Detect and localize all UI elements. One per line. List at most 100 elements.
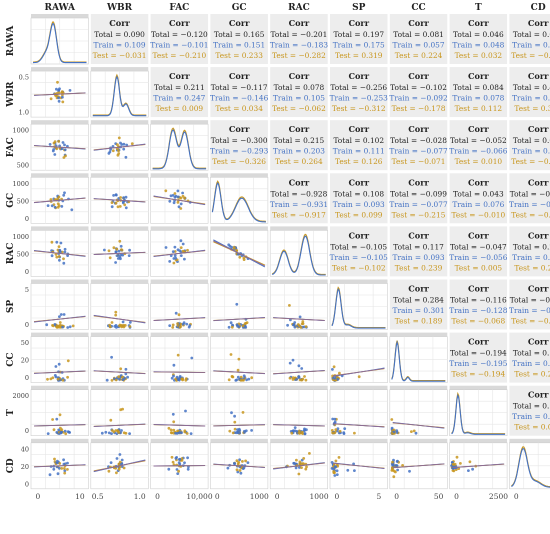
corr-header-wbr-t: Corr <box>468 71 489 81</box>
scatter-point-train-rac-wbr <box>119 257 122 261</box>
scatter-point-train-cd-gc <box>236 470 240 474</box>
corr-train-wbr-cc: Train = −0.092 <box>389 94 447 103</box>
scatter-point-train-gc-fac <box>173 195 177 199</box>
scatter-point-train-cd-fac <box>174 456 178 460</box>
scatter-point-test-cd-t <box>468 460 472 464</box>
column-header-rawa: RAWA <box>44 3 76 13</box>
strip-gc-rawa <box>31 173 89 178</box>
corr-header-gc-cc: Corr <box>408 177 429 187</box>
scatter-point-train-sp-rawa <box>68 325 72 329</box>
strip-sp-sp <box>330 279 388 284</box>
corr-test-wbr-t: Test = 0.112 <box>455 104 503 113</box>
scatter-point-train-cd-sp <box>346 468 350 472</box>
scatter-point-train-gc-rawa <box>70 208 74 212</box>
scatter-point-train-sp-gc <box>244 326 248 329</box>
y-tick-label-rac: 0 <box>25 268 29 276</box>
strip-cc-cc <box>389 332 448 337</box>
scatter-point-train-sp-rac <box>298 315 302 319</box>
strip-cc-gc <box>210 332 268 337</box>
scatter-point-test-cd-fac <box>177 469 181 473</box>
scatter-point-train-sp-rawa <box>58 315 61 318</box>
corr-train-rac-cd: Train = 0.200 <box>512 253 550 262</box>
scatter-point-test-t-sp <box>334 428 338 432</box>
column-header-cc: CC <box>411 3 425 13</box>
scatter-point-train-fac-rawa <box>63 143 66 147</box>
corr-header-gc-rac: Corr <box>289 177 310 187</box>
scatter-point-train-cc-fac <box>170 376 174 380</box>
scatter-point-train-sp-rac <box>286 323 289 327</box>
scatter-point-train-fac-rawa <box>60 147 64 151</box>
strip-sp-wbr <box>90 279 149 284</box>
corr-panel-cc-t <box>449 332 508 383</box>
scatter-point-test-sp-rawa <box>58 325 62 329</box>
corr-header-sp-t: Corr <box>468 284 489 294</box>
strip-rac-rawa <box>31 226 89 231</box>
scatter-point-test-t-wbr <box>109 418 113 422</box>
corr-train-cc-cd: Train = 0.109 <box>512 359 550 368</box>
scatter-point-test-cc-gc <box>236 368 240 372</box>
scatter-point-test-t-cc <box>390 418 394 421</box>
column-header-sp: SP <box>352 3 365 13</box>
strip-rac-fac <box>150 226 209 231</box>
scatter-point-test-cc-wbr <box>110 379 114 382</box>
scatter-point-test-gc-wbr <box>118 205 122 208</box>
x-tick-label-t: 0 <box>454 492 459 501</box>
scatter-point-train-gc-wbr <box>124 195 128 199</box>
scatter-point-train-fac-rawa <box>48 143 52 146</box>
corr-header-rawa-rac: Corr <box>289 18 310 28</box>
corr-total-fac-sp: Total = 0.102 <box>333 136 384 145</box>
strip-cd-wbr <box>90 438 149 443</box>
scatter-point-train-cc-wbr <box>105 378 109 382</box>
scatter-point-test-sp-wbr <box>118 324 121 328</box>
scatter-point-test-cd-fac <box>171 460 175 464</box>
fit-line-total-cc-sp <box>332 367 385 377</box>
scatter-point-test-cd-rawa <box>53 457 56 461</box>
scatter-point-test-gc-fac <box>183 196 187 200</box>
corr-total-cc-cd: Total = 0.137 <box>513 349 550 358</box>
corr-panel-sp-cc <box>389 279 448 330</box>
density-curve-train-sp-sp <box>331 288 386 329</box>
scatter-point-train-t-rawa <box>55 431 59 434</box>
strip-wbr-rawa <box>31 67 89 72</box>
scatter-point-train-cd-fac <box>186 467 190 471</box>
corr-header-rawa-wbr: Corr <box>109 18 130 28</box>
fit-line-total-t-cc <box>392 422 445 429</box>
scatter-point-test-cc-wbr <box>119 367 123 371</box>
scatter-point-train-cd-gc <box>238 458 242 462</box>
strip-cc-wbr <box>90 332 149 337</box>
scatter-point-test-cc-sp <box>338 371 341 375</box>
y-tick-label-fac: 1000 <box>12 127 29 135</box>
corr-header-wbr-cc: Corr <box>408 71 429 81</box>
scatter-point-train-t-rac <box>303 428 307 432</box>
corr-panel-rawa-gc <box>210 14 268 64</box>
y-tick-label-cd: 0 <box>25 480 29 488</box>
corr-panel-rawa-cc <box>389 14 448 64</box>
corr-train-rac-sp: Train = −0.105 <box>330 253 389 262</box>
x-tick-label-t: 2500 <box>489 492 508 501</box>
corr-test-rawa-gc: Test = 0.233 <box>215 51 263 60</box>
scatter-point-test-cd-gc <box>244 459 248 463</box>
fit-line-total-cd-rawa <box>33 464 86 468</box>
scatter-point-test-cd-gc <box>241 460 244 463</box>
scatter-point-train-t-gc <box>230 411 233 415</box>
y-tick-label-rac: 1000 <box>12 233 29 241</box>
corr-test-fac-cc: Test = −0.071 <box>392 157 446 166</box>
corr-panel-rac-sp <box>330 226 388 277</box>
corr-test-rac-cc: Test = 0.239 <box>395 263 443 272</box>
scatter-point-train-rac-fac <box>176 248 180 252</box>
corr-header-cc-cd: Corr <box>528 337 549 347</box>
scatter-point-test-rac-wbr <box>112 246 116 250</box>
x-tick-label-wbr: 0.5 <box>92 492 104 501</box>
corr-header-rac-t: Corr <box>468 230 489 240</box>
scatter-point-train-rac-gc <box>227 243 231 247</box>
corr-test-t-cd: Test = 0.048 <box>514 423 550 432</box>
corr-panel-sp-t <box>449 279 508 330</box>
scatter-point-train-cd-rawa <box>52 467 56 471</box>
density-curve-test-fac-fac <box>152 127 207 169</box>
scatter-point-test-cc-rawa <box>66 359 70 363</box>
scatter-point-test-gc-wbr <box>119 196 122 199</box>
scatter-point-test-t-gc <box>233 420 237 424</box>
corr-header-sp-cc: Corr <box>408 284 429 294</box>
strip-wbr-wbr <box>90 67 149 72</box>
strip-t-sp <box>330 385 388 390</box>
